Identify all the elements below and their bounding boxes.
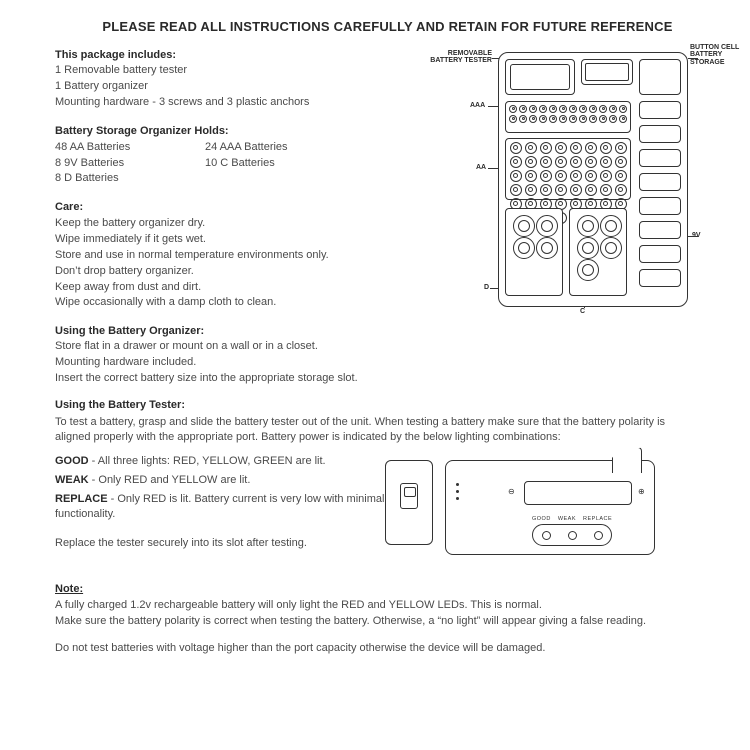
using-tester-heading: Using the Battery Tester: bbox=[55, 398, 720, 413]
organizer-outline bbox=[498, 52, 688, 307]
note-line: A fully charged 1.2v rechargeable batter… bbox=[55, 598, 720, 613]
label-d: D bbox=[484, 284, 489, 292]
text-column: This package includes: 1 Removable batte… bbox=[55, 48, 375, 314]
tester-dots bbox=[456, 483, 459, 500]
storage-cell: 48 AA Batteries bbox=[55, 140, 205, 155]
tester-light-labels: GOOD WEAK REPLACE bbox=[532, 516, 612, 523]
label-button-cell: BUTTON CELLBATTERYSTORAGE bbox=[690, 44, 750, 67]
side-slot bbox=[639, 149, 681, 167]
plus-icon: ⊕ bbox=[638, 487, 645, 498]
storage-cell: 24 AAA Batteries bbox=[205, 140, 355, 155]
side-slot bbox=[639, 245, 681, 263]
aa-zone bbox=[505, 138, 631, 200]
leader-line bbox=[688, 58, 698, 59]
led-icon bbox=[568, 531, 577, 540]
note-line: Make sure the battery polarity is correc… bbox=[55, 614, 720, 629]
button-cell-slot bbox=[639, 59, 681, 95]
using-org-line: Insert the correct battery size into the… bbox=[55, 371, 720, 386]
package-heading: This package includes: bbox=[55, 48, 375, 63]
status-replace: REPLACE - Only RED is lit. Battery curre… bbox=[55, 492, 385, 522]
status-good: GOOD - All three lights: RED, YELLOW, GR… bbox=[55, 454, 385, 469]
storage-grid: 48 AA Batteries 8 9V Batteries 8 D Batte… bbox=[55, 139, 375, 187]
tester-clip bbox=[385, 460, 433, 545]
aaa-zone bbox=[505, 101, 631, 133]
note-heading: Note: bbox=[55, 582, 720, 597]
side-slot bbox=[639, 125, 681, 143]
care-heading: Care: bbox=[55, 200, 375, 215]
label-aa: AA bbox=[476, 164, 486, 172]
storage-cell: 8 D Batteries bbox=[55, 171, 205, 186]
led-icon bbox=[594, 531, 603, 540]
tester-diagram: ⊖ ⊕ GOOD WEAK REPLACE bbox=[385, 448, 675, 568]
side-slot bbox=[639, 269, 681, 287]
upper-columns: This package includes: 1 Removable batte… bbox=[55, 48, 720, 314]
care-line: Don’t drop battery organizer. bbox=[55, 264, 375, 279]
mid-slot bbox=[581, 59, 633, 85]
care-line: Keep the battery organizer dry. bbox=[55, 216, 375, 231]
tester-lights bbox=[532, 524, 612, 546]
storage-cell: 8 9V Batteries bbox=[55, 156, 205, 171]
label-c: C bbox=[580, 308, 585, 316]
using-tester-intro: To test a battery, grasp and slide the b… bbox=[55, 415, 695, 445]
care-line: Wipe occasionally with a damp cloth to c… bbox=[55, 295, 375, 310]
side-slot bbox=[639, 101, 681, 119]
page-title: PLEASE READ ALL INSTRUCTIONS CAREFULLY A… bbox=[55, 18, 720, 36]
tester-slot bbox=[505, 59, 575, 95]
tester-switch bbox=[400, 483, 418, 509]
tester-screen bbox=[524, 481, 632, 505]
minus-icon: ⊖ bbox=[508, 487, 515, 498]
led-icon bbox=[542, 531, 551, 540]
side-slot bbox=[639, 173, 681, 191]
care-line: Store and use in normal temperature envi… bbox=[55, 248, 375, 263]
tester-body: ⊖ ⊕ GOOD WEAK REPLACE bbox=[445, 460, 655, 555]
final-warning: Do not test batteries with voltage highe… bbox=[55, 641, 720, 656]
package-line: 1 Battery organizer bbox=[55, 79, 375, 94]
status-weak: WEAK - Only RED and YELLOW are lit. bbox=[55, 473, 385, 488]
using-org-heading: Using the Battery Organizer: bbox=[55, 324, 720, 339]
replace-line: Replace the tester securely into its slo… bbox=[55, 536, 385, 551]
label-aaa: AAA bbox=[470, 102, 485, 110]
leader-line bbox=[688, 236, 698, 237]
diagram-column: REMOVABLEBATTERY TESTER BUTTON CELLBATTE… bbox=[395, 48, 720, 314]
storage-heading: Battery Storage Organizer Holds: bbox=[55, 124, 375, 139]
organizer-diagram: REMOVABLEBATTERY TESTER BUTTON CELLBATTE… bbox=[440, 44, 720, 314]
package-line: Mounting hardware - 3 screws and 3 plast… bbox=[55, 95, 375, 110]
c-zone bbox=[569, 208, 627, 296]
side-slot bbox=[639, 221, 681, 239]
care-line: Wipe immediately if it gets wet. bbox=[55, 232, 375, 247]
d-zone bbox=[505, 208, 563, 296]
care-line: Keep away from dust and dirt. bbox=[55, 280, 375, 295]
side-slot bbox=[639, 197, 681, 215]
using-org-line: Mounting hardware included. bbox=[55, 355, 720, 370]
storage-cell: 10 C Batteries bbox=[205, 156, 355, 171]
package-line: 1 Removable battery tester bbox=[55, 63, 375, 78]
using-org-line: Store flat in a drawer or mount on a wal… bbox=[55, 339, 720, 354]
label-removable-tester: REMOVABLEBATTERY TESTER bbox=[400, 50, 492, 65]
tester-notch bbox=[612, 447, 642, 473]
